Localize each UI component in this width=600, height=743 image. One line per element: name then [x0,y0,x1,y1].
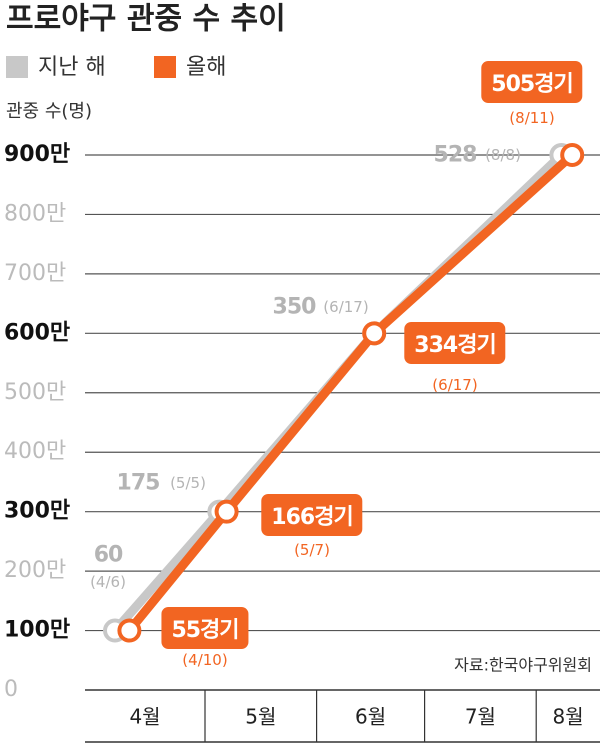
legend-swatch [154,56,176,78]
legend-swatch [6,56,28,78]
y-tick-label: 500만 [4,380,66,405]
point-marker [214,499,239,524]
game-count-label: 505경기 [481,61,583,103]
y-axis-label: 관중 수(명) [6,101,92,122]
x-tick-label: 6월 [355,705,386,729]
date-label: 8/8 [485,146,521,164]
date-label: 6/17 [432,376,477,394]
source: 자료:한국야구위원회 [454,656,592,675]
date-label: 5/7 [294,541,330,559]
date-label: 8/11 [509,109,554,127]
y-tick-label: 300만 [4,499,70,524]
x-tick-label: 7월 [465,705,496,729]
date-label: 4/6 [90,573,126,591]
game-count-label: 60 [93,542,124,568]
game-count-label: 175 [116,470,161,496]
date-label: 6/17 [323,298,368,316]
date-label: 5/5 [170,474,206,492]
y-tick-label: 100만 [4,618,70,643]
y-tick-label: 700만 [4,261,66,286]
y-tick-label: 600만 [4,320,70,345]
game-count-label: 528 [433,142,478,168]
point-marker [362,321,387,346]
point-marker [117,618,142,643]
game-count-label: 334경기 [404,322,506,364]
series-line [125,151,576,634]
game-count-label: 55경기 [161,607,249,649]
point-marker [560,143,585,167]
date-label: 4/10 [182,651,227,669]
game-count-label: 166경기 [261,494,363,536]
x-tick-label: 8월 [553,705,584,729]
y-tick-label: 400만 [4,439,66,464]
game-count-label: 350 [272,294,317,320]
legend-label: 올해 [186,55,226,80]
y-tick-label: 200만 [4,558,66,583]
chart-title: 프로야구 관중 수 추이 [6,2,286,37]
legend-label: 지난 해 [38,55,106,80]
y-tick-label: 0 [4,677,18,702]
x-tick-label: 5월 [245,705,276,729]
y-tick-label: 800만 [4,201,66,226]
y-tick-label: 900만 [4,142,70,167]
x-tick-label: 4월 [129,705,160,729]
